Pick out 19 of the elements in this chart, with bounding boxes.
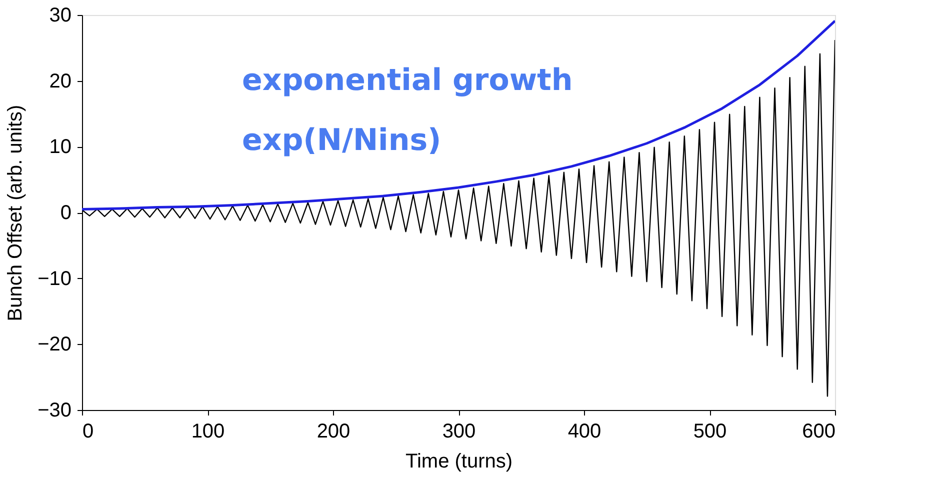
- y-tick-label: 30: [49, 4, 72, 26]
- x-tick-label: 500: [693, 420, 727, 442]
- y-tick-label: 20: [49, 70, 72, 92]
- y-tick-label: −10: [38, 268, 72, 290]
- x-tick-label: 300: [442, 420, 476, 442]
- y-tick-label: 10: [49, 136, 72, 158]
- x-axis-title: Time (turns): [405, 450, 513, 472]
- y-tick-label: −20: [38, 334, 72, 356]
- x-tick-label: 0: [82, 420, 94, 442]
- line-series: [82, 20, 835, 210]
- x-tick-label: 100: [191, 420, 225, 442]
- y-tick-label: 0: [60, 202, 72, 224]
- x-tick-label: 600: [802, 420, 836, 442]
- x-tick-label: 200: [316, 420, 350, 442]
- annotation: exponential growth: [242, 63, 573, 98]
- y-tick-label: −30: [38, 400, 72, 422]
- annotation: exp(N/Nins): [242, 123, 442, 158]
- x-tick-label: 400: [568, 420, 602, 442]
- y-axis-title: Bunch Offset (arb. units): [4, 104, 27, 322]
